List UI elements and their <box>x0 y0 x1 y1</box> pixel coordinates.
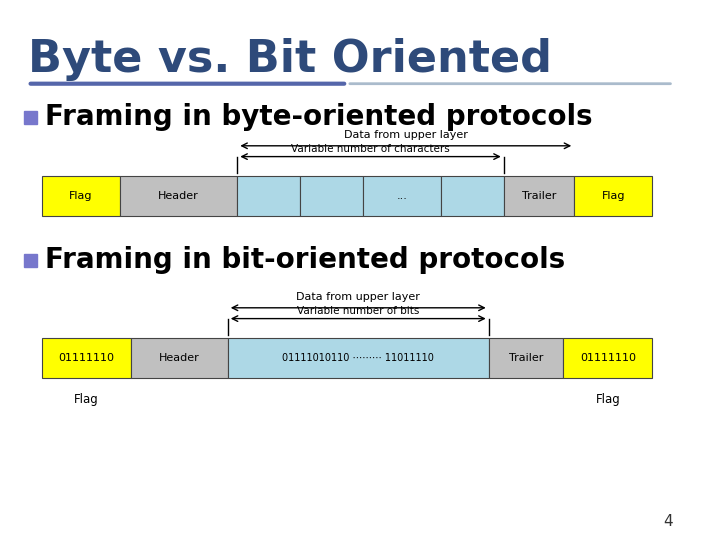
Bar <box>24 254 37 267</box>
Bar <box>238 176 300 216</box>
Text: Variable number of characters: Variable number of characters <box>291 144 450 153</box>
Bar <box>42 338 131 378</box>
Bar <box>563 338 652 378</box>
Bar <box>363 176 441 216</box>
Text: Data from upper layer: Data from upper layer <box>297 292 420 302</box>
Text: 01111110: 01111110 <box>580 353 636 363</box>
Text: Trailer: Trailer <box>522 191 556 201</box>
Text: 01111110: 01111110 <box>58 353 114 363</box>
Bar <box>441 176 504 216</box>
Text: ...: ... <box>397 191 408 201</box>
Text: Header: Header <box>158 191 199 201</box>
Text: 4: 4 <box>664 514 673 529</box>
Bar <box>228 338 489 378</box>
Text: Framing in byte-oriented protocols: Framing in byte-oriented protocols <box>45 103 593 131</box>
Bar <box>574 176 652 216</box>
Text: 01111010110 ⋯⋯⋯ 11011110: 01111010110 ⋯⋯⋯ 11011110 <box>282 353 434 363</box>
Text: Flag: Flag <box>69 191 93 201</box>
Text: Framing in bit-oriented protocols: Framing in bit-oriented protocols <box>45 246 565 274</box>
Bar <box>300 176 363 216</box>
Text: Variable number of bits: Variable number of bits <box>297 306 420 315</box>
Bar <box>504 176 574 216</box>
Text: Flag: Flag <box>601 191 625 201</box>
Bar <box>131 338 228 378</box>
Text: Byte vs. Bit Oriented: Byte vs. Bit Oriented <box>28 38 552 81</box>
Text: Header: Header <box>159 353 200 363</box>
Bar <box>120 176 238 216</box>
Bar <box>24 111 37 124</box>
Text: Trailer: Trailer <box>508 353 543 363</box>
Text: Flag: Flag <box>595 393 620 406</box>
Text: Data from upper layer: Data from upper layer <box>344 130 468 140</box>
Bar <box>42 176 120 216</box>
Bar <box>489 338 563 378</box>
Text: Flag: Flag <box>74 393 99 406</box>
